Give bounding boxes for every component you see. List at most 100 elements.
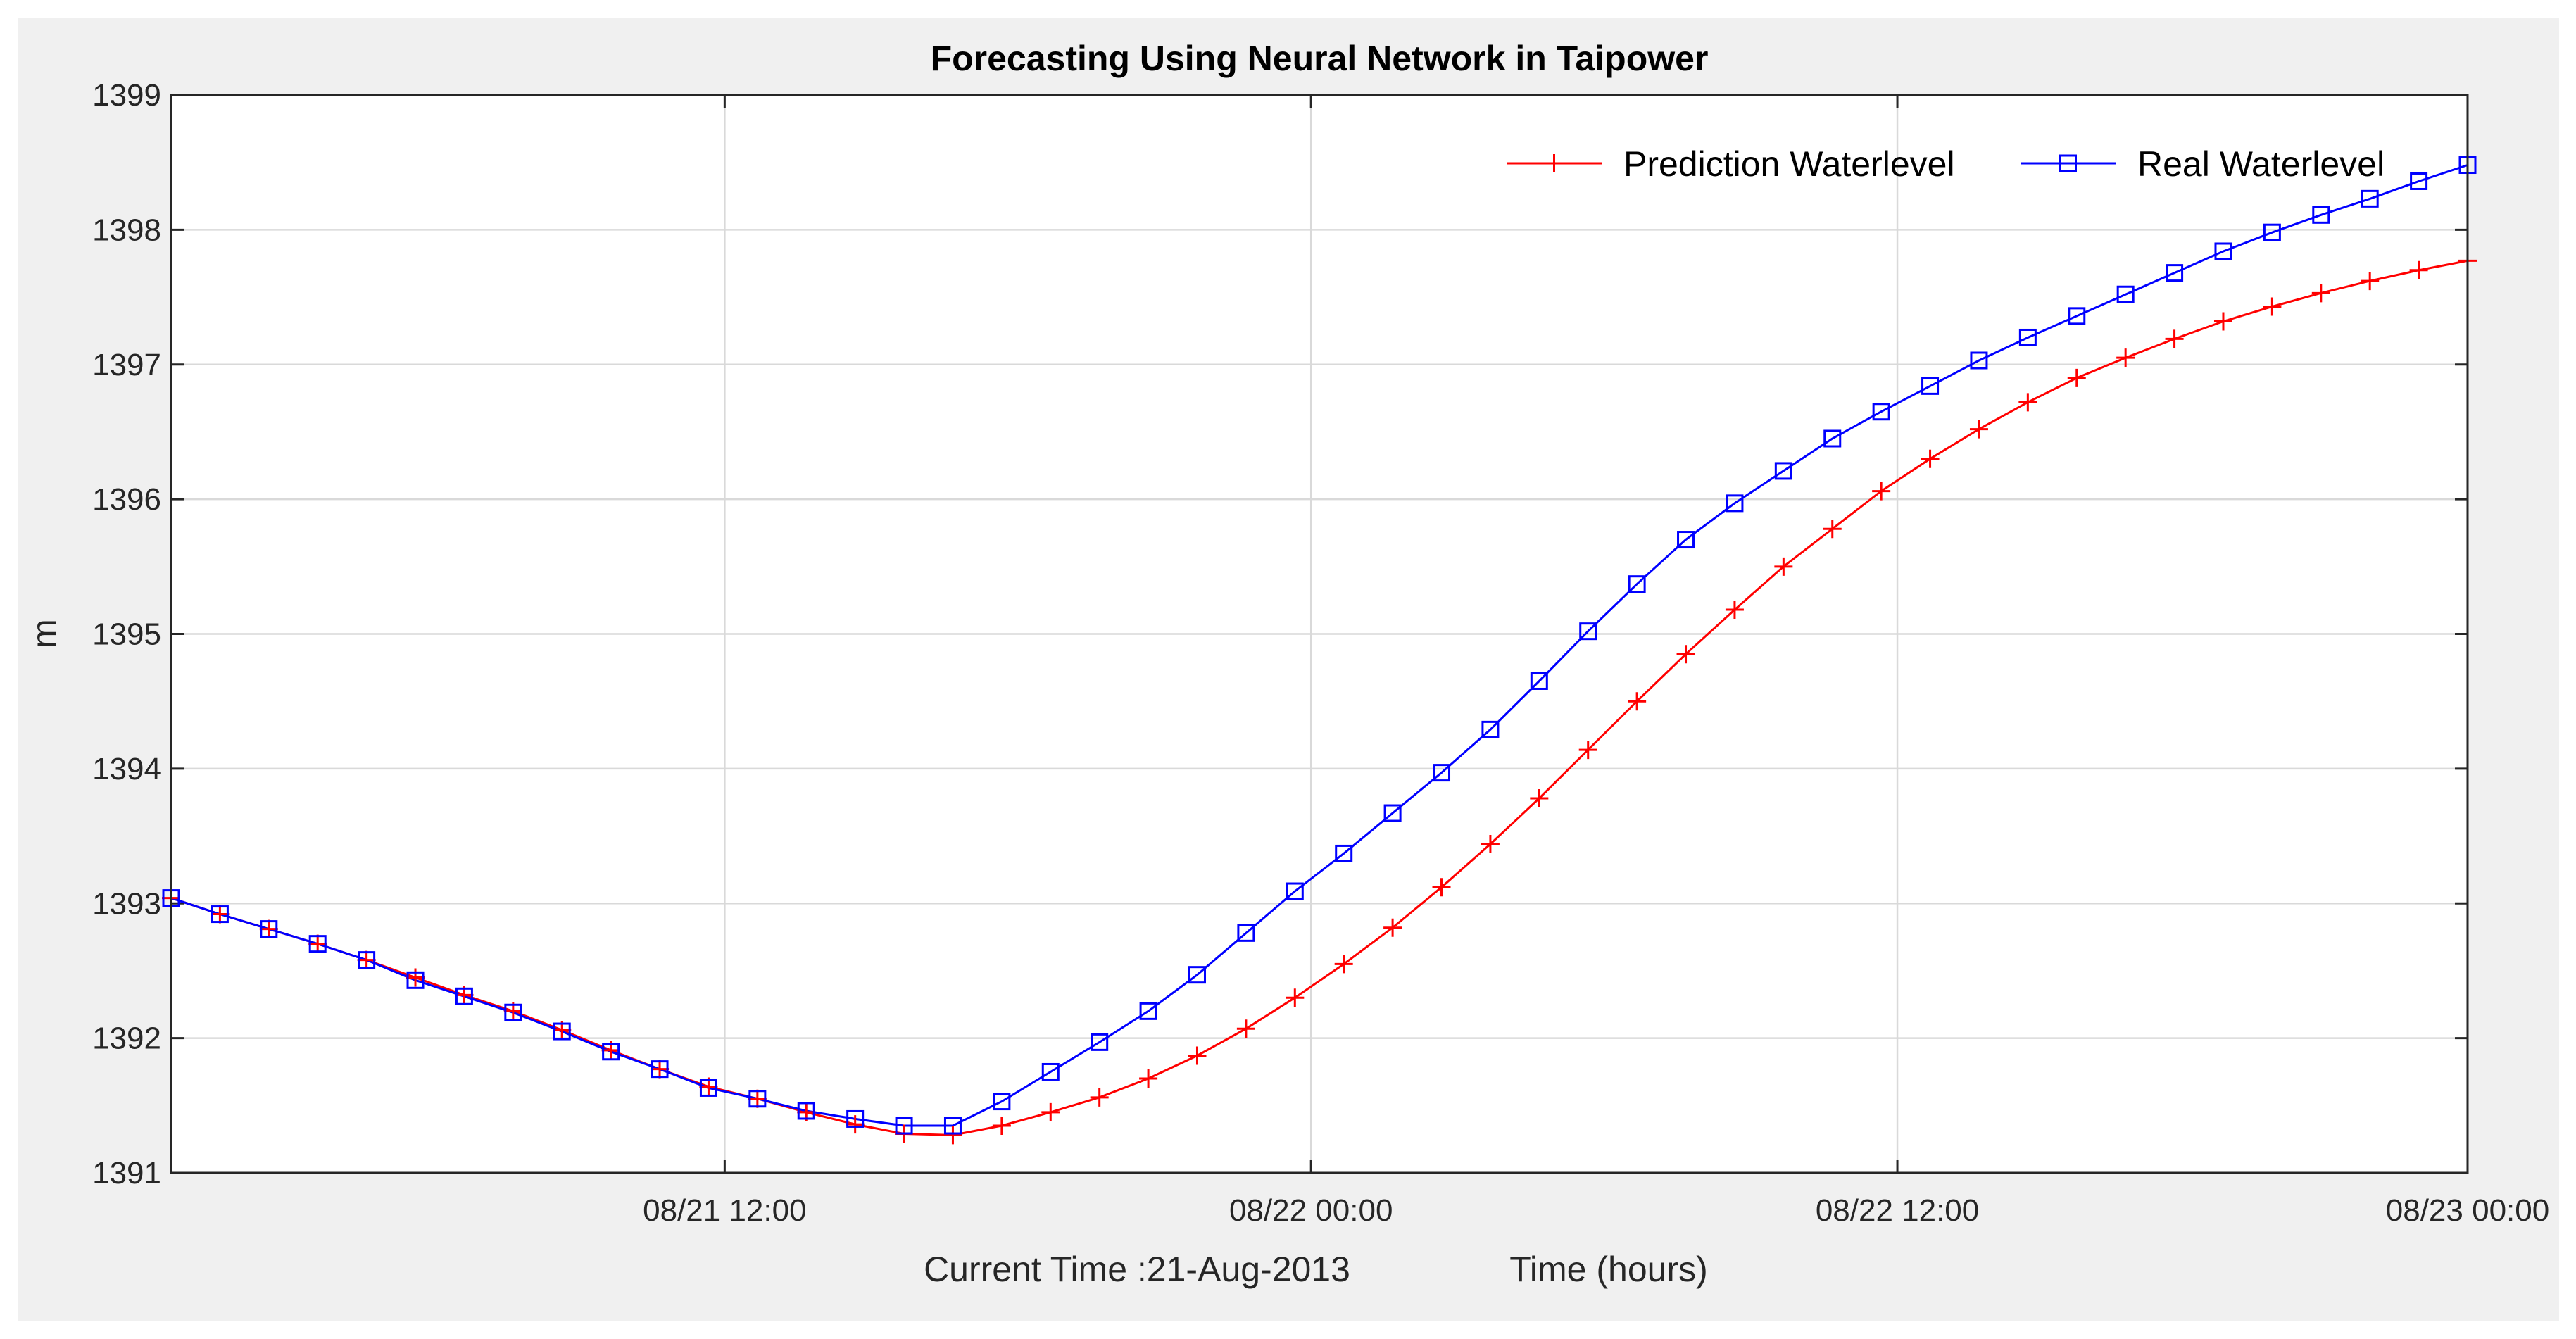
data-point-prediction bbox=[1530, 788, 1549, 807]
data-point-real bbox=[2166, 264, 2184, 282]
x-axis-label: Time (hours) bbox=[1509, 1250, 1708, 1289]
data-point-real bbox=[895, 1117, 913, 1135]
data-point-real bbox=[2116, 285, 2135, 303]
data-point-real bbox=[1970, 351, 1988, 370]
data-point-real bbox=[797, 1102, 815, 1120]
data-point-real bbox=[2068, 307, 2086, 325]
data-point-real bbox=[406, 971, 425, 989]
data-point-prediction bbox=[1823, 520, 1842, 539]
y-tick-label: 1393 bbox=[92, 886, 161, 921]
data-point-prediction bbox=[992, 1117, 1011, 1136]
data-point-real bbox=[1774, 462, 1792, 480]
data-point-prediction bbox=[1872, 482, 1891, 501]
data-point-real bbox=[651, 1060, 669, 1079]
data-point-real bbox=[602, 1043, 620, 1061]
data-point-prediction bbox=[748, 1089, 767, 1108]
x-tick-label: 08/22 00:00 bbox=[1229, 1193, 1393, 1228]
legend-marker-real bbox=[2059, 154, 2077, 172]
legend: Prediction Waterlevel Real Waterlevel bbox=[1507, 144, 2385, 184]
data-point-prediction bbox=[846, 1115, 865, 1134]
data-point-real bbox=[1530, 672, 1548, 690]
data-point-prediction bbox=[2361, 272, 2380, 291]
data-point-real bbox=[1335, 844, 1353, 862]
data-point-prediction bbox=[2409, 260, 2428, 279]
data-point-prediction bbox=[2213, 312, 2232, 331]
data-point-prediction bbox=[1628, 692, 1647, 711]
y-tick-label: 1394 bbox=[92, 752, 161, 786]
axes-box bbox=[170, 94, 2469, 1174]
data-point-prediction bbox=[1578, 741, 1597, 760]
data-point-prediction bbox=[2116, 348, 2135, 367]
y-tick-label: 1392 bbox=[92, 1021, 161, 1056]
data-point-real bbox=[455, 987, 473, 1005]
data-point-prediction bbox=[1236, 1019, 1255, 1038]
data-point-prediction bbox=[1090, 1088, 1109, 1107]
data-point-real bbox=[1091, 1033, 1109, 1051]
data-point-real bbox=[1237, 924, 1255, 942]
data-point-real bbox=[2312, 206, 2330, 224]
axis-ticks: 1391 1392 1393 1394 1395 1396 1397 1398 1399 08/2… bbox=[92, 78, 2549, 1228]
data-point-real bbox=[1872, 403, 1890, 421]
legend-marker-symbol-prediction bbox=[1545, 154, 1564, 172]
chart-title: Forecasting Using Neural Network in Taip… bbox=[931, 39, 1709, 78]
data-point-real bbox=[943, 1117, 962, 1135]
data-point-prediction bbox=[1383, 918, 1402, 937]
y-tick-label: 1395 bbox=[92, 617, 161, 652]
y-axis-label: m bbox=[25, 619, 64, 648]
y-tick-label: 1391 bbox=[92, 1156, 161, 1190]
data-point-prediction bbox=[2165, 329, 2184, 348]
data-point-real bbox=[1579, 622, 1597, 641]
data-point-prediction bbox=[1334, 955, 1353, 974]
data-point-real bbox=[748, 1090, 767, 1108]
data-point-prediction bbox=[1188, 1046, 1207, 1065]
data-point-prediction bbox=[651, 1060, 670, 1079]
data-point-real bbox=[1139, 1002, 1157, 1020]
data-point-prediction bbox=[211, 905, 230, 924]
data-point-real bbox=[1677, 531, 1695, 549]
data-point-real bbox=[2214, 242, 2232, 260]
y-tick-label: 1399 bbox=[92, 78, 161, 113]
data-point-real bbox=[2410, 172, 2428, 190]
data-point-real bbox=[2361, 189, 2379, 208]
data-point-real bbox=[1433, 764, 1451, 782]
data-point-real bbox=[211, 905, 229, 924]
data-point-real bbox=[1286, 882, 1304, 900]
data-point-real bbox=[2263, 223, 2281, 241]
data-point-prediction bbox=[2311, 284, 2330, 303]
legend-label-prediction: Prediction Waterlevel bbox=[1623, 144, 1955, 184]
data-point-prediction bbox=[259, 919, 278, 938]
data-point-prediction bbox=[1676, 645, 1695, 664]
footer-current-time: Current Time :21-Aug-2013 bbox=[924, 1250, 1350, 1289]
legend-marker-prediction bbox=[1545, 154, 1564, 172]
x-tick-label: 08/23 00:00 bbox=[2386, 1193, 2549, 1228]
data-point-real bbox=[993, 1093, 1011, 1111]
data-point-real bbox=[260, 920, 278, 938]
data-point-prediction bbox=[943, 1126, 962, 1145]
y-tick-label: 1398 bbox=[92, 213, 161, 247]
y-tick-label: 1397 bbox=[92, 348, 161, 382]
series-markers bbox=[162, 156, 2477, 1145]
data-point-real bbox=[2018, 328, 2037, 346]
y-tick-label: 1396 bbox=[92, 482, 161, 517]
data-point-real bbox=[699, 1079, 717, 1097]
data-point-real bbox=[846, 1109, 865, 1128]
data-point-real bbox=[1628, 575, 1646, 593]
x-tick-label: 08/21 12:00 bbox=[643, 1193, 806, 1228]
data-point-real bbox=[1921, 377, 1940, 395]
data-point-prediction bbox=[1725, 601, 1744, 620]
data-point-prediction bbox=[308, 934, 327, 953]
data-point-real bbox=[553, 1022, 571, 1041]
data-point-real bbox=[1383, 804, 1402, 822]
data-point-prediction bbox=[2067, 368, 2086, 387]
data-point-prediction bbox=[2018, 393, 2037, 412]
x-tick-label: 08/22 12:00 bbox=[1816, 1193, 1979, 1228]
data-point-prediction bbox=[1921, 449, 1940, 468]
data-point-real bbox=[1188, 966, 1206, 984]
data-point-real bbox=[1481, 720, 1500, 738]
data-point-real bbox=[1041, 1062, 1060, 1081]
data-point-prediction bbox=[357, 950, 376, 969]
data-point-real bbox=[358, 951, 376, 969]
data-point-prediction bbox=[1432, 878, 1451, 897]
data-point-prediction bbox=[1041, 1102, 1060, 1121]
